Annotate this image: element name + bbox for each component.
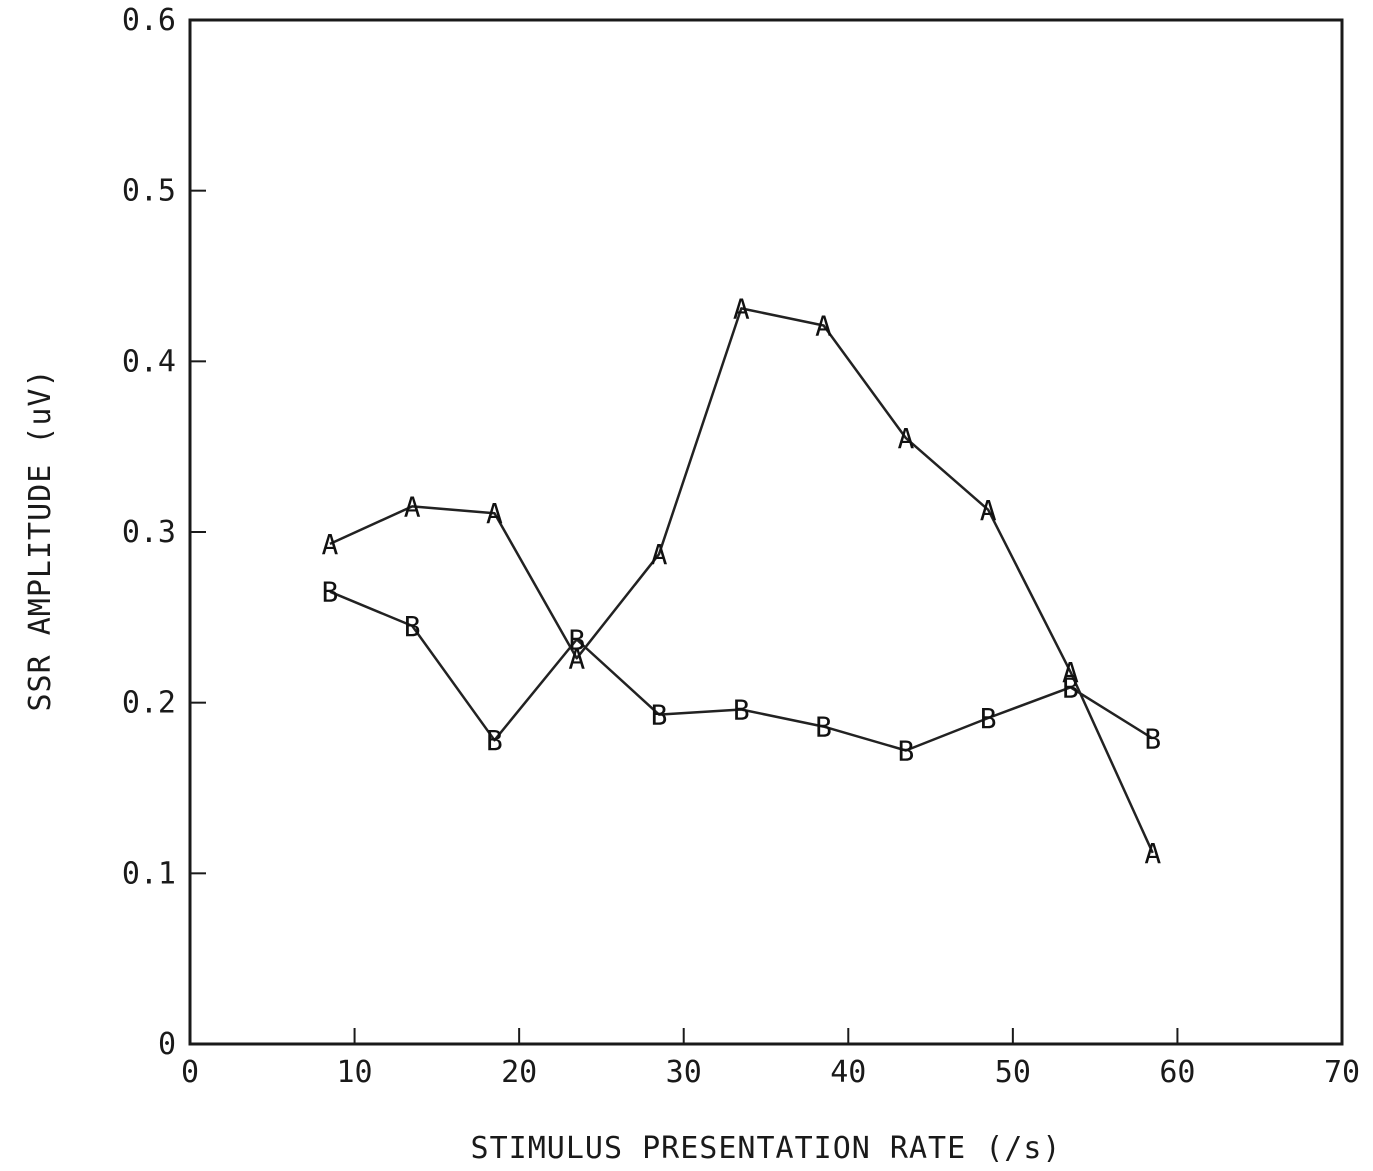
x-tick-label: 10 — [337, 1055, 373, 1090]
y-tick-label: 0.6 — [122, 3, 176, 38]
data-point-b: B — [897, 734, 914, 767]
data-point-a: A — [980, 494, 997, 527]
data-point-a: A — [1144, 837, 1161, 870]
x-tick-label: 40 — [830, 1055, 866, 1090]
data-point-a: A — [568, 642, 585, 675]
data-point-a: A — [897, 422, 914, 455]
x-tick-label: 20 — [501, 1055, 537, 1090]
data-point-b: B — [1062, 671, 1079, 704]
data-point-a: A — [404, 490, 421, 523]
data-point-a: A — [486, 497, 503, 530]
y-tick-label: 0.3 — [122, 515, 176, 550]
data-point-b: B — [1144, 723, 1161, 756]
y-tick-label: 0.5 — [122, 174, 176, 209]
data-point-a: A — [733, 292, 750, 325]
x-tick-label: 70 — [1324, 1055, 1360, 1090]
series-line-b — [329, 590, 1154, 752]
data-point-a: A — [815, 309, 832, 342]
data-point-a: A — [651, 538, 668, 571]
data-point-b: B — [651, 699, 668, 732]
y-tick-label: 0 — [158, 1027, 176, 1062]
series-line-a — [329, 307, 1154, 854]
data-point-a: A — [1062, 656, 1079, 689]
data-point-b: B — [733, 693, 750, 726]
x-tick-label: 0 — [181, 1055, 199, 1090]
y-axis-title: SSR AMPLITUDE (uV) — [23, 368, 58, 711]
data-point-b: B — [568, 624, 585, 657]
series-lines — [329, 307, 1154, 854]
x-tick-label: 50 — [995, 1055, 1031, 1090]
data-point-b: B — [486, 724, 503, 757]
x-tick-label: 60 — [1159, 1055, 1195, 1090]
data-point-b: B — [980, 702, 997, 735]
data-point-b: B — [404, 610, 421, 643]
y-tick-label: 0.4 — [122, 344, 176, 379]
axis-ticks: 0 10 20 30 40 50 60 70 0 0.1 0.2 0.3 0.4 0.5 0.6 — [122, 3, 1360, 1090]
data-point-a: A — [321, 528, 338, 561]
plot-frame — [188, 18, 1344, 1046]
data-point-b: B — [815, 711, 832, 744]
x-axis-title: STIMULUS PRESENTATION RATE (/s) — [471, 1131, 1062, 1166]
y-tick-label: 0.2 — [122, 686, 176, 721]
y-tick-label: 0.1 — [122, 856, 176, 891]
x-tick-label: 30 — [666, 1055, 702, 1090]
data-point-b: B — [321, 576, 338, 609]
